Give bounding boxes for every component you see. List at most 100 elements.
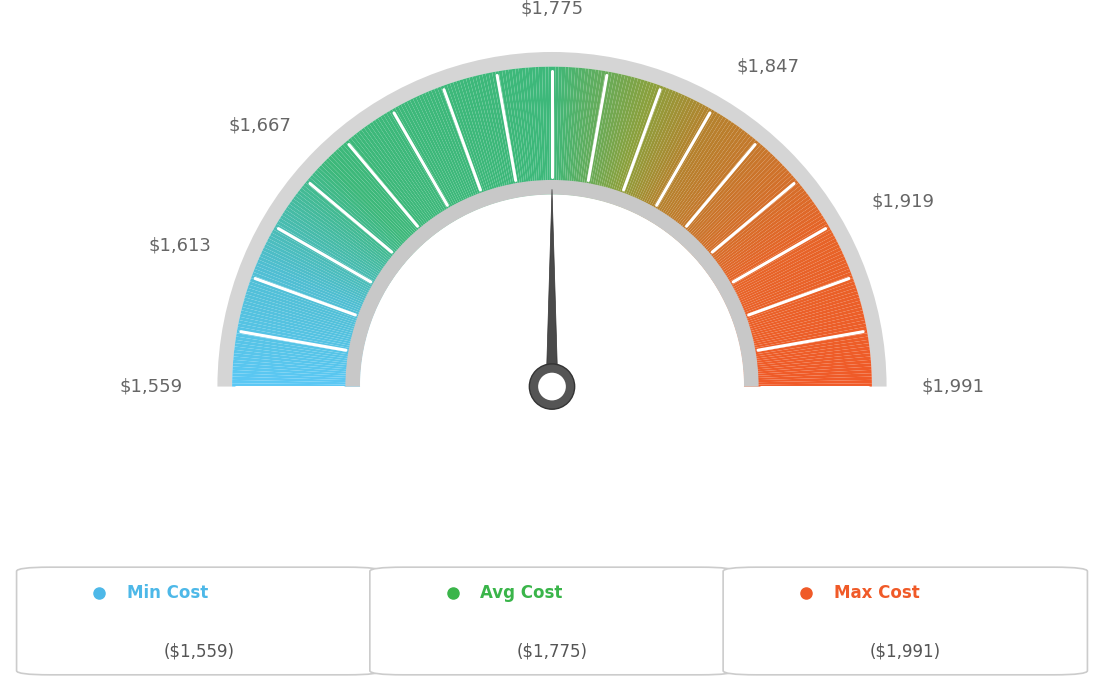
Wedge shape (743, 357, 871, 371)
Wedge shape (708, 199, 813, 275)
Wedge shape (670, 134, 751, 236)
Wedge shape (596, 75, 628, 200)
Wedge shape (654, 115, 723, 224)
Wedge shape (672, 138, 756, 239)
Wedge shape (625, 90, 676, 210)
Wedge shape (392, 108, 458, 220)
Wedge shape (232, 377, 360, 382)
Wedge shape (425, 92, 478, 210)
Wedge shape (634, 97, 691, 214)
Wedge shape (338, 146, 425, 244)
Wedge shape (301, 185, 403, 267)
Wedge shape (590, 73, 618, 199)
Wedge shape (262, 250, 379, 306)
Wedge shape (607, 80, 648, 204)
Wedge shape (444, 84, 489, 206)
Wedge shape (742, 346, 870, 364)
Wedge shape (401, 103, 463, 217)
Wedge shape (437, 87, 485, 208)
Wedge shape (242, 304, 367, 339)
Wedge shape (372, 120, 446, 228)
Wedge shape (232, 370, 360, 379)
Wedge shape (386, 111, 454, 222)
Wedge shape (251, 275, 372, 322)
Wedge shape (668, 132, 749, 235)
Text: $1,991: $1,991 (921, 377, 985, 395)
Wedge shape (416, 96, 473, 213)
Wedge shape (701, 185, 803, 267)
Wedge shape (277, 221, 388, 289)
Wedge shape (675, 140, 758, 240)
Wedge shape (233, 366, 360, 377)
Wedge shape (597, 76, 631, 201)
Wedge shape (732, 275, 853, 322)
Wedge shape (692, 168, 787, 257)
Wedge shape (275, 224, 386, 290)
Wedge shape (240, 317, 364, 346)
Wedge shape (263, 247, 379, 305)
Wedge shape (404, 101, 465, 217)
Wedge shape (570, 68, 585, 196)
Wedge shape (410, 99, 468, 215)
Wedge shape (743, 353, 870, 368)
Wedge shape (240, 313, 365, 345)
Wedge shape (395, 106, 459, 219)
Wedge shape (236, 330, 363, 355)
Wedge shape (270, 233, 384, 296)
Wedge shape (646, 108, 712, 220)
Wedge shape (265, 241, 381, 302)
Wedge shape (619, 87, 667, 208)
Text: $1,919: $1,919 (872, 193, 935, 211)
Wedge shape (545, 67, 550, 195)
Wedge shape (679, 146, 766, 244)
Wedge shape (463, 79, 500, 202)
Wedge shape (741, 326, 867, 353)
Wedge shape (532, 67, 542, 195)
Wedge shape (725, 250, 842, 306)
Wedge shape (378, 117, 449, 226)
Wedge shape (526, 68, 538, 195)
Wedge shape (237, 324, 364, 351)
Wedge shape (736, 301, 861, 337)
Text: Min Cost: Min Cost (127, 584, 209, 602)
Wedge shape (243, 301, 368, 337)
Wedge shape (740, 324, 867, 351)
Wedge shape (684, 156, 776, 249)
Wedge shape (576, 69, 595, 197)
Wedge shape (516, 68, 532, 196)
Wedge shape (287, 204, 394, 279)
Wedge shape (562, 67, 572, 195)
Wedge shape (422, 93, 476, 211)
Wedge shape (294, 196, 397, 274)
Wedge shape (566, 68, 578, 195)
Wedge shape (312, 172, 410, 259)
Wedge shape (569, 68, 582, 195)
Wedge shape (330, 153, 421, 248)
Wedge shape (476, 75, 508, 200)
Wedge shape (308, 177, 406, 263)
Circle shape (529, 364, 575, 409)
Wedge shape (502, 70, 524, 197)
Wedge shape (237, 326, 363, 353)
Wedge shape (715, 218, 826, 287)
Wedge shape (735, 294, 859, 333)
Wedge shape (682, 151, 771, 246)
Wedge shape (658, 120, 732, 228)
Wedge shape (264, 244, 380, 303)
Wedge shape (542, 67, 548, 195)
Wedge shape (721, 235, 836, 297)
Wedge shape (594, 75, 625, 199)
Wedge shape (612, 82, 654, 205)
Wedge shape (560, 67, 569, 195)
Wedge shape (253, 269, 373, 318)
Wedge shape (232, 373, 360, 380)
Wedge shape (257, 259, 375, 312)
Wedge shape (582, 70, 605, 197)
Wedge shape (522, 68, 535, 195)
Wedge shape (556, 67, 562, 195)
Wedge shape (326, 158, 417, 251)
Wedge shape (499, 70, 522, 197)
Wedge shape (580, 70, 602, 197)
Wedge shape (592, 74, 622, 199)
Wedge shape (703, 190, 807, 270)
